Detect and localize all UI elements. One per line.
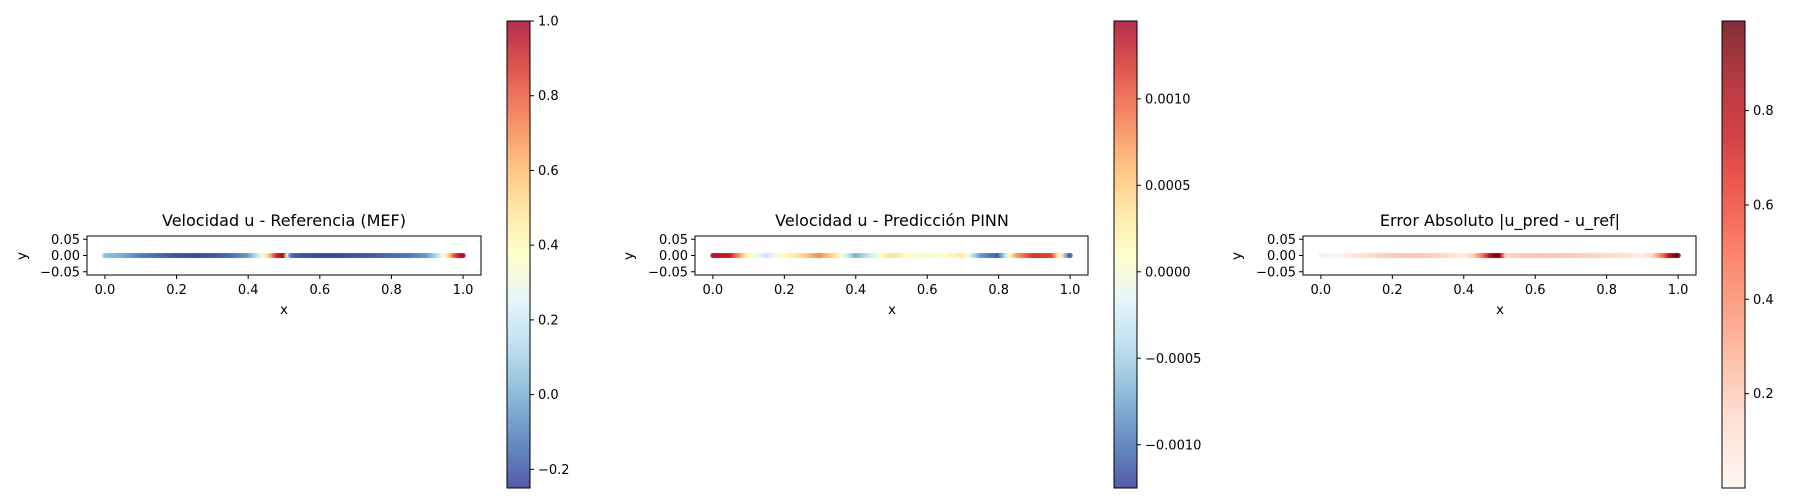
x-tick-label: 0.6 [1525,283,1546,298]
colorbar-tick-label: 0.0010 [1145,92,1191,107]
y-tick-label: −0.05 [40,265,80,280]
colorbar-tick-label: 0.8 [538,89,559,104]
x-tick-label: 0.4 [845,283,866,298]
panel-1-ylabel: y [14,252,30,260]
scatter-point [460,252,466,259]
x-tick-label: 1.0 [1060,283,1081,298]
colorbar [1113,20,1138,489]
colorbar-tick-label: 0.0 [538,388,559,403]
panel-1-xticks: 0.0 0.2 0.4 0.6 0.8 1.0 [95,275,474,298]
colorbar-tick-label: −0.2 [538,463,570,478]
y-tick-label: 0.00 [659,249,688,264]
x-tick-label: 0.4 [238,283,259,298]
colorbar-tick-label: 0.0000 [1145,265,1191,280]
y-tick-label: 0.05 [51,233,80,248]
colorbar [1721,20,1746,489]
colorbar-tick-label: 0.2 [1753,387,1774,402]
colorbar-tick-label: 0.4 [538,239,559,254]
x-tick-label: 0.4 [1453,283,1474,298]
panel-1-xlabel: x [280,302,288,318]
panel-3-scatter [1318,252,1681,259]
panel-1-yticks: 0.050.00−0.05 [40,233,87,280]
colorbar-tick-label: 0.4 [1753,293,1774,308]
colorbar-tick-label: −0.0010 [1145,438,1201,453]
panel-2-yticks: 0.050.00−0.05 [648,233,695,280]
colorbar-tick-label: 0.8 [1753,104,1774,119]
panel-1-title: Velocidad u - Referencia (MEF) [162,211,406,230]
x-tick-label: 0.8 [381,283,402,298]
x-tick-label: 0.2 [166,283,187,298]
x-tick-label: 1.0 [1668,283,1689,298]
colorbar-tick-label: 1.0 [538,15,559,30]
x-tick-label: 0.2 [774,283,795,298]
panel-3-colorbar: 0.2 0.4 0.6 0.8 [1721,20,1774,489]
x-tick-label: 0.8 [988,283,1009,298]
panel-2-title: Velocidad u - Predicción PINN [775,211,1009,230]
y-tick-label: 0.05 [659,233,688,248]
panel-3-xticks: 0.0 0.2 0.4 0.6 0.8 1.0 [1311,275,1689,298]
panel-3-xlabel: x [1496,302,1504,318]
panel-3-title: Error Absoluto |u_pred - u_ref| [1380,211,1620,231]
colorbar [506,20,531,489]
scatter-point [1675,252,1681,259]
panel-2-colorbar: −0.0010 −0.0005 0.0000 0.0005 0.0010 [1113,20,1201,489]
panel-2-ylabel: y [621,252,637,260]
y-tick-label: −0.05 [1256,265,1296,280]
y-tick-label: 0.00 [1267,249,1296,264]
colorbar-tick-label: 0.2 [538,313,559,328]
colorbar-tick-label: 0.0005 [1145,179,1191,194]
x-tick-label: 0.6 [309,283,330,298]
panel-2-xticks: 0.0 0.2 0.4 0.6 0.8 1.0 [703,275,1081,298]
y-tick-label: 0.00 [51,249,80,264]
panel-3: Error Absoluto |u_pred - u_ref| x y 0.0 0… [1229,20,1774,489]
x-tick-label: 0.8 [1596,283,1617,298]
panel-3-ylabel: y [1229,252,1245,260]
y-tick-label: −0.05 [648,265,688,280]
colorbar-tick-label: 0.6 [538,164,559,179]
panel-2-scatter [710,252,1073,259]
colorbar-tick-label: 0.6 [1753,198,1774,213]
panel-1-scatter [102,252,466,259]
x-tick-label: 1.0 [453,283,474,298]
panel-3-yticks: 0.050.00−0.05 [1256,233,1303,280]
x-tick-label: 0.0 [95,283,116,298]
panel-1-colorbar: −0.2 0.0 0.2 0.4 0.6 0.8 1.0 [506,15,570,489]
scatter-point [1067,252,1073,259]
colorbar-tick-label: −0.0005 [1145,352,1201,367]
x-tick-label: 0.0 [703,283,724,298]
panel-2: Velocidad u - Predicción PINN x y 0.0 0.2… [621,20,1201,489]
x-tick-label: 0.2 [1382,283,1403,298]
y-tick-label: 0.05 [1267,233,1296,248]
panel-1: Velocidad u - Referencia (MEF) x y 0.0 0.… [14,15,570,489]
panel-2-xlabel: x [888,302,896,318]
x-tick-label: 0.6 [917,283,938,298]
x-tick-label: 0.0 [1311,283,1332,298]
